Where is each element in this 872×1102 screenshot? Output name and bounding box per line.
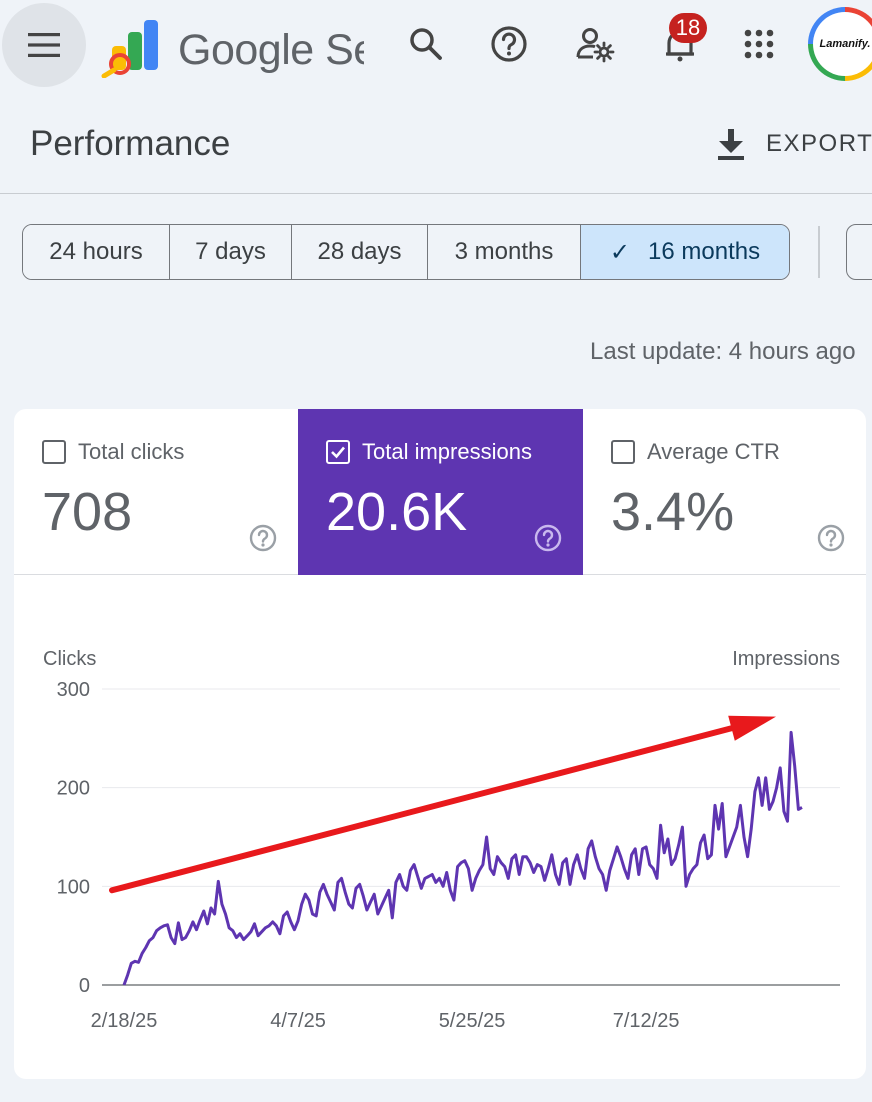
checkmark-icon: ✓ [609, 238, 631, 266]
manage-users-icon [576, 28, 615, 63]
search-button[interactable] [404, 22, 448, 66]
checkbox-unchecked-icon[interactable] [611, 440, 635, 464]
x-tick-label: 5/25/25 [439, 1010, 506, 1032]
metric-value: 3.4% [611, 482, 735, 542]
notification-count-badge: 18 [669, 13, 707, 43]
range-chip-3-months[interactable]: 3 months [428, 225, 581, 279]
user-settings-button[interactable] [573, 22, 617, 66]
x-tick-label: 4/7/25 [270, 1010, 326, 1032]
page-title: Performance [30, 124, 231, 163]
metric-average-ctr[interactable]: Average CTR 3.4% [583, 409, 866, 575]
performance-chart: Clicks Impressions 0 100 200 300 2/18/25 4/7/… [43, 648, 840, 1032]
metric-value: 20.6K [326, 482, 468, 542]
apps-launcher-button[interactable] [737, 22, 781, 66]
y-tick-label: 0 [79, 975, 90, 997]
app-brand-name: Google Search Console [178, 26, 364, 74]
x-tick-label: 2/18/25 [91, 1010, 158, 1032]
download-icon [718, 129, 744, 160]
metric-label: Total clicks [78, 439, 185, 464]
performance-card: Total clicks 708 Total impressions 20.6K [14, 409, 866, 1079]
range-chip-16-months[interactable]: ✓ 16 months [581, 225, 789, 279]
checkbox-checked-icon[interactable] [326, 440, 350, 464]
avatar-text: Lamanify. [813, 12, 872, 76]
help-icon[interactable] [248, 523, 278, 553]
impressions-series-line [122, 730, 803, 986]
metric-tiles: Total clicks 708 Total impressions 20.6K [14, 409, 866, 575]
trend-arrow-head [728, 715, 776, 741]
search-console-logo [101, 20, 158, 78]
last-update-text: Last update: 4 hours ago [590, 338, 856, 365]
range-chip-24-hours[interactable]: 24 hours [23, 225, 170, 279]
trend-arrow-shaft [109, 725, 735, 894]
add-filter-chip[interactable] [846, 224, 872, 280]
main-menu-button[interactable] [2, 3, 86, 87]
metric-label: Total impressions [362, 439, 532, 464]
range-chip-28-days[interactable]: 28 days [292, 225, 428, 279]
range-label: 3 months [454, 238, 554, 265]
range-label: 16 months [648, 238, 761, 265]
right-axis-label: Impressions [732, 648, 840, 670]
top-app-bar: Google Search Console [0, 0, 872, 90]
header-divider [0, 193, 872, 194]
hamburger-menu-icon [28, 33, 60, 57]
account-avatar[interactable]: Lamanify. [808, 7, 872, 81]
search-icon [410, 28, 442, 60]
date-range-selector: 24 hours 7 days 28 days 3 months ✓ 16 mo… [22, 224, 790, 280]
range-chip-7-days[interactable]: 7 days [170, 225, 292, 279]
range-label: 28 days [317, 238, 402, 265]
metric-value: 708 [42, 482, 133, 542]
checkbox-unchecked-icon[interactable] [42, 440, 66, 464]
y-tick-label: 300 [57, 679, 90, 701]
help-icon[interactable] [533, 523, 563, 553]
filter-separator [818, 226, 820, 278]
help-circle-icon [491, 26, 527, 62]
check-icon [331, 446, 345, 459]
x-tick-label: 7/12/25 [613, 1010, 680, 1032]
help-button[interactable] [487, 22, 531, 66]
help-icon[interactable] [816, 523, 846, 553]
apps-grid-icon [744, 29, 774, 59]
y-tick-label: 100 [57, 876, 90, 898]
metric-total-impressions[interactable]: Total impressions 20.6K [298, 409, 583, 575]
range-label: 24 hours [49, 238, 143, 265]
export-label: EXPORT [766, 130, 872, 157]
left-axis-label: Clicks [43, 648, 96, 670]
export-button[interactable]: EXPORT [716, 122, 872, 166]
metric-total-clicks[interactable]: Total clicks 708 [14, 409, 298, 575]
range-label: 7 days [195, 238, 266, 265]
y-tick-label: 200 [57, 778, 90, 800]
metric-label: Average CTR [647, 439, 780, 464]
